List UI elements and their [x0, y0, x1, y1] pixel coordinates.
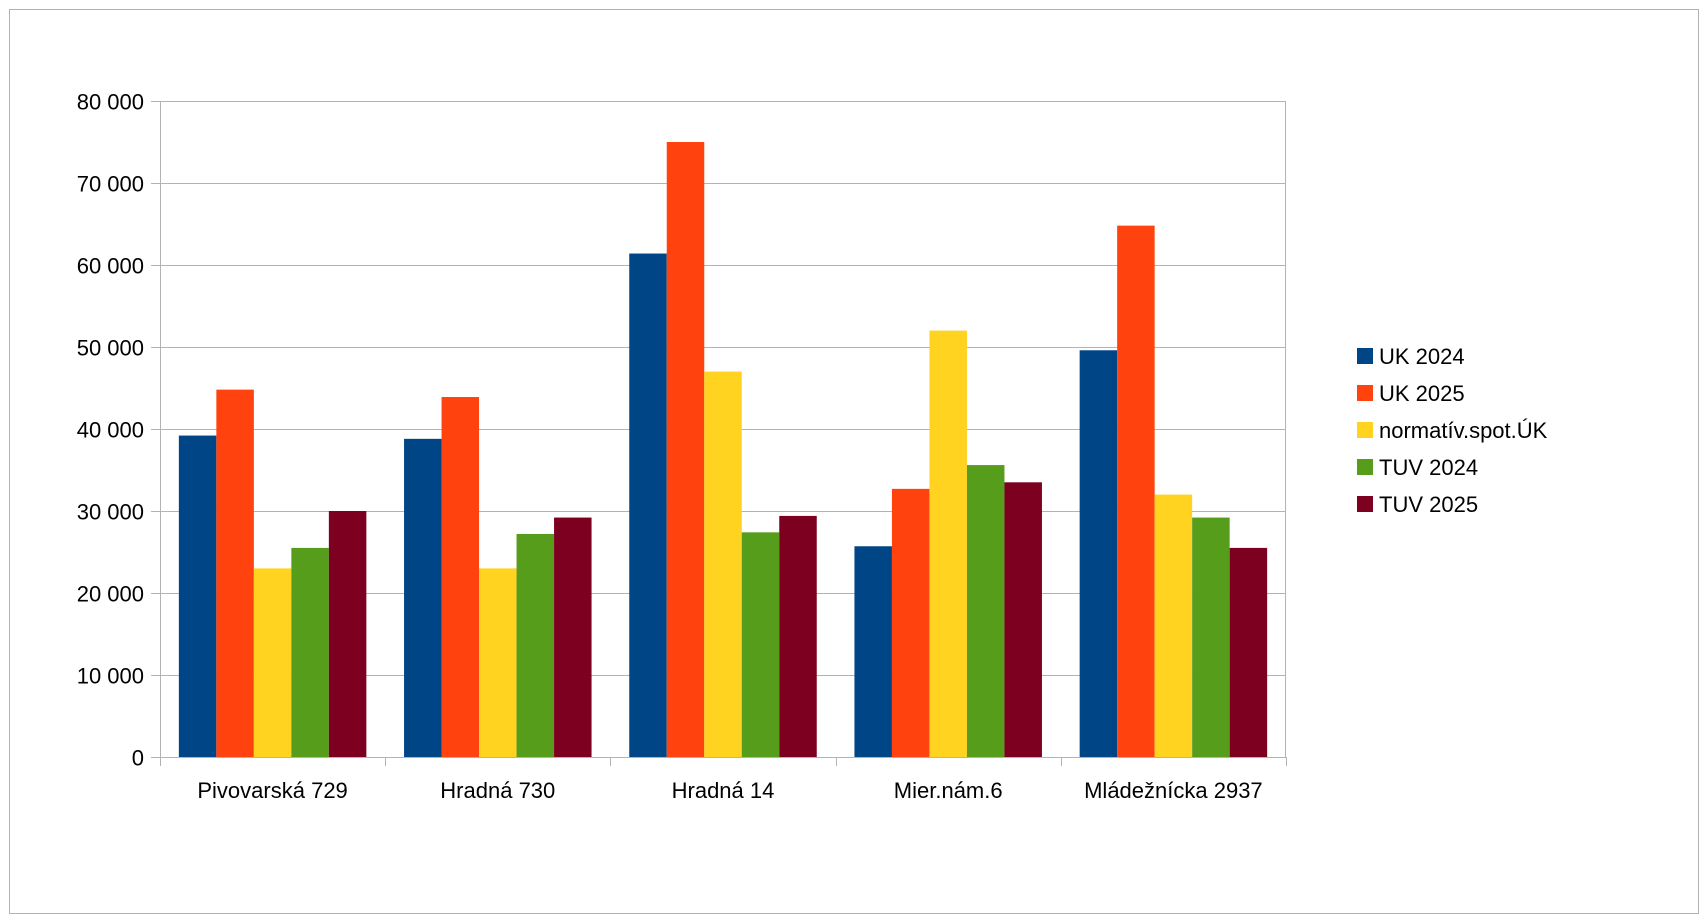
- bar-3-1: [253, 568, 292, 757]
- bar-1-1: [178, 435, 217, 757]
- bar-1-4: [854, 546, 892, 757]
- bar-2-1: [216, 389, 254, 757]
- legend-label: UK 2025: [1379, 381, 1465, 406]
- bar-4-1: [291, 547, 329, 757]
- legend-swatch: [1357, 385, 1373, 401]
- bar-5-4: [1004, 482, 1042, 757]
- x-tick-label: Pivovarská 729: [197, 778, 347, 803]
- y-tick-label: 20 000: [77, 582, 144, 607]
- bar-4-3: [741, 532, 780, 757]
- bar-4-5: [1192, 517, 1230, 757]
- y-tick-label: 0: [132, 746, 144, 771]
- y-tick-label: 50 000: [77, 336, 144, 361]
- bar-5-3: [779, 515, 817, 757]
- legend-item: TUV 2024: [1357, 455, 1478, 480]
- legend-item: TUV 2025: [1357, 492, 1478, 517]
- bar-5-5: [1229, 547, 1268, 757]
- y-tick-label: 40 000: [77, 418, 144, 443]
- legend-label: TUV 2024: [1379, 455, 1478, 480]
- bar-5-2: [554, 517, 592, 757]
- y-axis-ticks: 0 10 000 20 000 30 000 40 000 50 000 60 000 70 …: [77, 90, 160, 771]
- y-tick-label: 70 000: [77, 172, 144, 197]
- bar-2-3: [666, 142, 705, 757]
- legend-swatch: [1357, 348, 1373, 364]
- legend-label: normatív.spot.ÚK: [1379, 418, 1548, 443]
- y-tick-label: 80 000: [77, 90, 144, 115]
- legend-label: TUV 2025: [1379, 492, 1478, 517]
- x-tick-label: Mier.nám.6: [894, 778, 1003, 803]
- bar-5-1: [328, 511, 367, 757]
- x-tick-label: Hradná 730: [440, 778, 555, 803]
- axes: [160, 101, 1286, 766]
- bar-1-2: [404, 438, 442, 757]
- bar-4-2: [516, 533, 555, 757]
- bars: [178, 142, 1268, 757]
- bar-2-4: [891, 488, 930, 757]
- bar-3-2: [479, 568, 517, 757]
- chart-frame: [9, 9, 1699, 914]
- legend-swatch: [1357, 459, 1373, 475]
- bar-2-2: [441, 397, 480, 757]
- x-tick-label: Mládežnícka 2937: [1084, 778, 1263, 803]
- bar-3-4: [929, 330, 967, 757]
- legend-swatch: [1357, 496, 1373, 512]
- bar-3-3: [704, 371, 742, 757]
- y-tick-label: 60 000: [77, 254, 144, 279]
- x-axis-ticks: Pivovarská 729 Hradná 730 Hradná 14 Mier.ná…: [160, 757, 1287, 803]
- bar-2-5: [1117, 225, 1155, 757]
- legend-item: UK 2025: [1357, 381, 1465, 406]
- legend-label: UK 2024: [1379, 344, 1465, 369]
- legend-item: normatív.spot.ÚK: [1357, 418, 1548, 443]
- legend: UK 2024 UK 2025 normatív.spot.ÚK TUV 2024 TU…: [1357, 344, 1548, 517]
- bar-1-3: [629, 253, 667, 757]
- bar-1-5: [1079, 350, 1118, 757]
- legend-swatch: [1357, 422, 1373, 438]
- legend-item: UK 2024: [1357, 344, 1465, 369]
- bar-4-4: [966, 465, 1005, 757]
- bar-3-5: [1154, 494, 1193, 757]
- y-tick-label: 30 000: [77, 500, 144, 525]
- y-tick-label: 10 000: [77, 664, 144, 689]
- x-tick-label: Hradná 14: [672, 778, 775, 803]
